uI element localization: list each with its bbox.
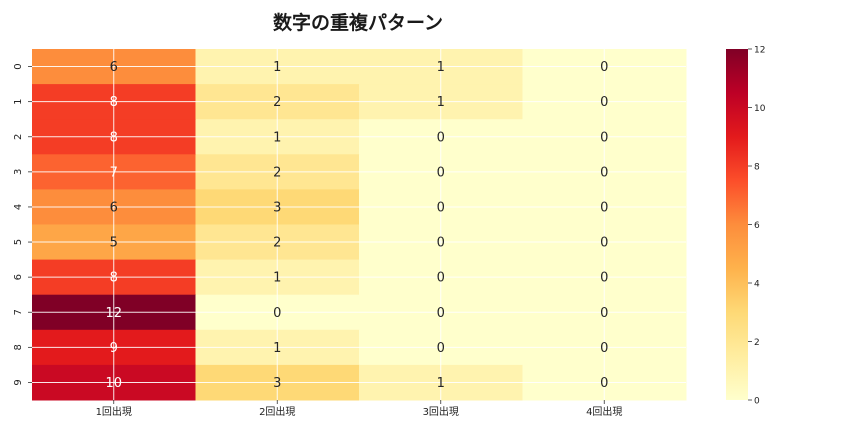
cell-value-label: 0 bbox=[437, 200, 445, 215]
colorbar-tick-label: 0 bbox=[754, 397, 760, 407]
cell-value-label: 3 bbox=[273, 376, 281, 391]
x-axis-ticks: 1回出現 2回出現 3回出現 4回出現 bbox=[96, 400, 622, 418]
x-tick-label: 2回出現 bbox=[259, 405, 295, 418]
y-tick-label: 8 bbox=[13, 344, 24, 350]
cell-value-label: 7 bbox=[110, 165, 118, 180]
cell-value-label: 0 bbox=[600, 271, 608, 286]
cell-value-label: 0 bbox=[437, 130, 445, 145]
cell-value-label: 12 bbox=[105, 306, 122, 321]
colorbar-tick-label: 12 bbox=[754, 46, 765, 56]
y-axis-ticks: 0 1 2 3 4 5 6 7 8 9 bbox=[13, 63, 32, 386]
cell-value-label: 1 bbox=[273, 341, 281, 356]
cell-value-label: 8 bbox=[110, 130, 118, 145]
cell-value-label: 0 bbox=[600, 95, 608, 110]
y-tick-label: 9 bbox=[13, 379, 24, 385]
colorbar-tick-label: 6 bbox=[754, 221, 760, 231]
x-tick-label: 4回出現 bbox=[586, 405, 622, 418]
y-tick-label: 5 bbox=[13, 239, 24, 245]
cell-value-label: 0 bbox=[600, 236, 608, 251]
cell-value-label: 0 bbox=[437, 306, 445, 321]
chart-title: 数字の重複パターン bbox=[273, 11, 443, 34]
cell-value-label: 2 bbox=[273, 165, 281, 180]
cell-value-label: 2 bbox=[273, 236, 281, 251]
y-tick-label: 4 bbox=[13, 204, 24, 210]
cell-value-label: 0 bbox=[273, 306, 281, 321]
cell-value-label: 0 bbox=[600, 306, 608, 321]
cell-value-label: 8 bbox=[110, 271, 118, 286]
y-tick-label: 0 bbox=[13, 63, 24, 69]
cell-value-label: 0 bbox=[600, 130, 608, 145]
x-tick-label: 1回出現 bbox=[96, 405, 132, 418]
colorbar-tick-label: 4 bbox=[754, 280, 760, 290]
cell-value-label: 0 bbox=[600, 165, 608, 180]
cell-value-label: 5 bbox=[110, 236, 118, 251]
cell-value-label: 9 bbox=[110, 341, 118, 356]
cell-value-label: 2 bbox=[273, 95, 281, 110]
cell-value-label: 0 bbox=[600, 376, 608, 391]
colorbar-tick-label: 8 bbox=[754, 163, 760, 173]
colorbar-ticks: 0 2 4 6 8 10 12 bbox=[748, 46, 766, 407]
cell-value-label: 1 bbox=[273, 130, 281, 145]
cell-value-label: 3 bbox=[273, 200, 281, 215]
cell-value-label: 6 bbox=[110, 200, 118, 215]
x-tick-label: 3回出現 bbox=[423, 405, 459, 418]
cell-value-label: 1 bbox=[273, 271, 281, 286]
cell-value-label: 0 bbox=[600, 341, 608, 356]
y-tick-label: 7 bbox=[13, 309, 24, 315]
cell-value-label: 8 bbox=[110, 95, 118, 110]
cell-value-label: 1 bbox=[437, 376, 445, 391]
cell-value-label: 0 bbox=[437, 271, 445, 286]
colorbar-tick-label: 10 bbox=[754, 104, 766, 114]
cell-value-label: 10 bbox=[105, 376, 122, 391]
cell-value-label: 0 bbox=[437, 236, 445, 251]
y-tick-label: 1 bbox=[13, 98, 24, 104]
cell-value-label: 1 bbox=[273, 60, 281, 75]
cell-value-label: 6 bbox=[110, 60, 118, 75]
grid-lines bbox=[32, 49, 686, 400]
cell-value-labels: 6 1 1 08 2 1 08 1 0 07 2 0 06 3 0 05 2 0 08 1 0 012 0 0 09 1 0 010 3… bbox=[105, 60, 608, 391]
y-tick-label: 6 bbox=[13, 274, 24, 280]
cell-value-label: 0 bbox=[437, 341, 445, 356]
colorbar bbox=[726, 49, 748, 400]
y-tick-label: 3 bbox=[13, 169, 24, 175]
cell-value-label: 0 bbox=[600, 60, 608, 75]
cell-value-label: 1 bbox=[437, 95, 445, 110]
cell-value-label: 0 bbox=[600, 200, 608, 215]
colorbar-tick-label: 2 bbox=[754, 338, 760, 348]
cell-value-label: 0 bbox=[437, 165, 445, 180]
cell-value-label: 1 bbox=[437, 60, 445, 75]
y-tick-label: 2 bbox=[13, 134, 24, 140]
